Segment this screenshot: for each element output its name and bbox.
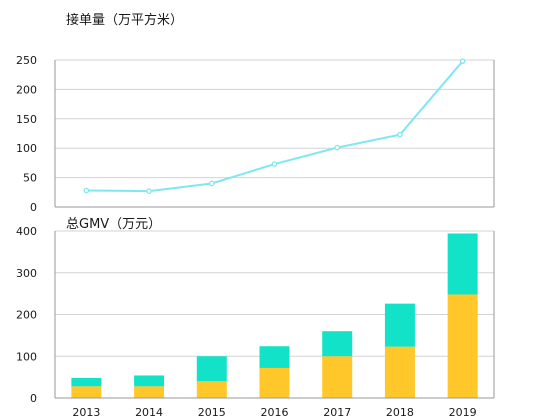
bar-segment-bottom [71,386,102,398]
line-y-tick-label: 200 [16,83,37,96]
line-chart-title: 接单量（万平方米） [66,12,183,28]
bar-segment-top [447,233,478,295]
line-point [459,58,466,65]
bar-segment-bottom [384,346,415,398]
bar-chart-panel: 总GMV（万元） 0 100 200 300 400 2013 2014 2015 2016 20… [16,217,495,419]
bar-x-tick-label: 2018 [386,406,414,419]
line-point [146,188,152,194]
line-chart-panel: 接单量（万平方米） 0 50 100 150 200 250 [16,12,495,214]
line-y-tick-label: 250 [16,54,37,67]
bar-segment-bottom [322,356,353,398]
bar-segment-top [196,356,227,382]
line-y-tick-label: 50 [23,172,37,185]
bar-x-tick-label: 2019 [449,406,477,419]
line-point [83,187,90,194]
bar-segment-top [134,375,165,387]
line-y-tick-label: 100 [16,142,37,155]
bar-x-tick-label: 2017 [323,406,351,419]
line-point [397,131,403,138]
line-point [271,161,278,167]
bar-segment-top [71,377,102,387]
bar-x-tick-label: 2016 [261,406,289,419]
line-point [208,180,215,187]
bar-segment-bottom [196,381,227,398]
line-y-tick-label: 0 [30,201,37,214]
bar-segment-top [259,346,290,368]
bar-segment-bottom [447,294,478,398]
bar-y-tick-label: 300 [16,267,37,280]
bar-y-tick-label: 200 [16,309,37,322]
bar-segment-top [384,303,415,347]
line-series [86,60,464,193]
bar-x-tick-label: 2014 [135,406,163,419]
bar-x-tick-label: 2013 [72,406,100,419]
bar-segment-bottom [134,386,165,398]
bar-chart-title: 总GMV（万元） [66,217,161,232]
bar-y-tick-label: 100 [16,350,37,363]
bar-y-tick-label: 0 [30,392,37,405]
bar-segment-top [322,331,353,357]
line-y-tick-label: 150 [16,113,37,126]
bar-segment-bottom [259,367,290,398]
bar-x-tick-label: 2015 [198,406,226,419]
bar-y-tick-label: 400 [16,225,37,238]
line-point [334,144,341,151]
